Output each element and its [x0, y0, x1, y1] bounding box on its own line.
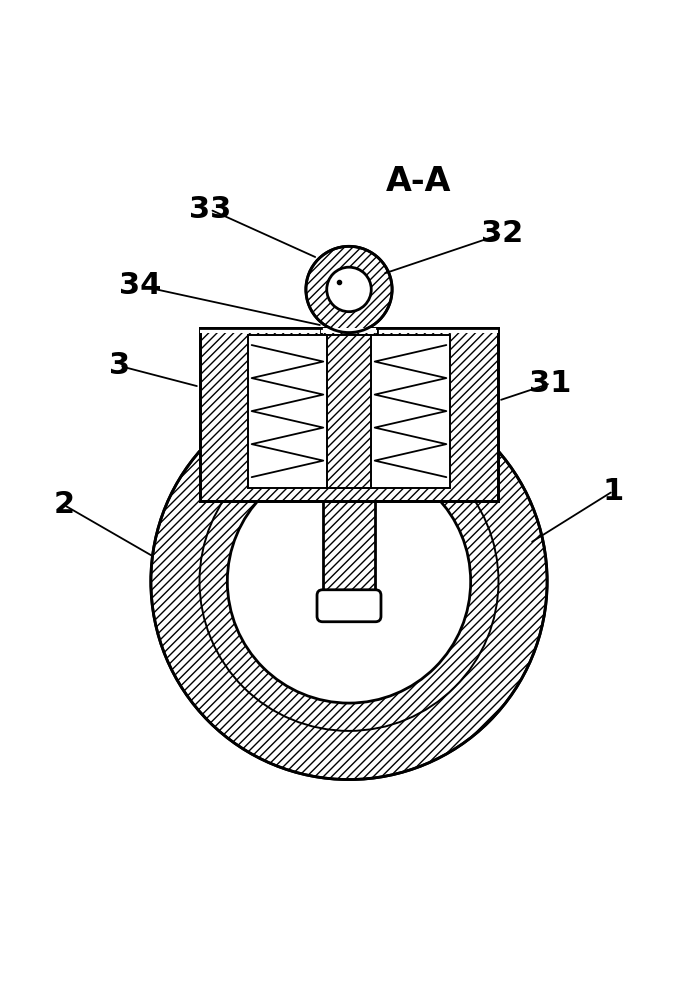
Text: 3: 3	[109, 352, 130, 380]
FancyBboxPatch shape	[317, 590, 381, 622]
Circle shape	[306, 246, 392, 333]
Bar	[200, 328, 321, 333]
Circle shape	[327, 267, 371, 312]
Bar	[327, 335, 371, 488]
Circle shape	[151, 383, 547, 780]
Bar	[200, 439, 322, 501]
Bar	[376, 439, 498, 501]
Circle shape	[228, 460, 470, 703]
Text: 1: 1	[602, 476, 624, 506]
Bar	[200, 439, 498, 501]
Bar	[248, 335, 450, 488]
Text: 32: 32	[481, 219, 523, 248]
Bar	[377, 328, 498, 333]
Bar	[322, 501, 376, 599]
Text: 31: 31	[529, 369, 572, 397]
Text: 2: 2	[53, 490, 75, 520]
Bar	[200, 328, 498, 501]
Bar	[200, 328, 498, 501]
Text: 33: 33	[189, 195, 231, 224]
Bar	[321, 328, 377, 333]
Text: 34: 34	[119, 272, 162, 301]
Text: A-A: A-A	[386, 165, 452, 198]
